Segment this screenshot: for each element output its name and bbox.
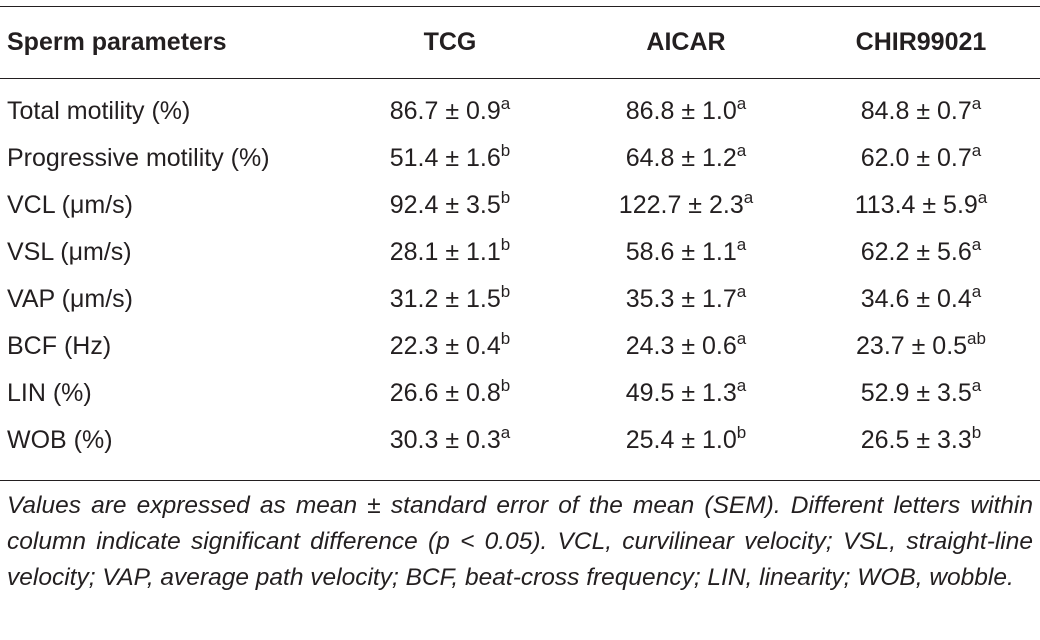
value-cell: 51.4 ± 1.6b [330,135,570,181]
mean-sem-value: 23.7 ± 0.5 [856,332,968,360]
value-cell: 62.2 ± 5.6a [802,229,1040,275]
parameter-cell: LIN (%) [7,379,92,407]
significance-letter: a [971,282,982,301]
mean-sem-value: 92.4 ± 3.5 [389,191,501,219]
significance-letter: a [977,188,988,207]
significance-letter: a [736,282,747,301]
value-cell: 86.7 ± 0.9a [330,88,570,134]
value-cell: 22.3 ± 0.4b [330,323,570,369]
table-row: BCF (Hz) 22.3 ± 0.4b 24.3 ± 0.6a 23.7 ± 0.5… [0,323,1040,369]
significance-letter: a [736,141,747,160]
header-parameter: Sperm parameters [7,28,227,56]
value-cell: 58.6 ± 1.1a [570,229,802,275]
value-cell: 122.7 ± 2.3a [570,182,802,228]
value-cell: 62.0 ± 0.7a [802,135,1040,181]
value-cell: 31.2 ± 1.5b [330,276,570,322]
table-row: WOB (%) 30.3 ± 0.3a 25.4 ± 1.0b 26.5 ± 3.3b [0,417,1040,463]
mean-sem-value: 26.5 ± 3.3 [860,426,972,454]
value-cell: 49.5 ± 1.3a [570,370,802,416]
significance-letter: a [971,141,982,160]
value-cell: 86.8 ± 1.0a [570,88,802,134]
top-rule [0,6,1040,7]
value-cell: 28.1 ± 1.1b [330,229,570,275]
header-chir99021: CHIR99021 [855,28,987,56]
header-rule [0,78,1040,79]
mean-sem-value: 26.6 ± 0.8 [389,379,501,407]
significance-letter: b [500,235,511,254]
table-row: VSL (μm/s) 28.1 ± 1.1b 58.6 ± 1.1a 62.2 ± 5… [0,229,1040,275]
table-row: LIN (%) 26.6 ± 0.8b 49.5 ± 1.3a 52.9 ± 3.5a [0,370,1040,416]
parameter-cell: BCF (Hz) [7,332,112,360]
mean-sem-value: 84.8 ± 0.7 [860,97,972,125]
mean-sem-value: 64.8 ± 1.2 [625,144,737,172]
mean-sem-value: 122.7 ± 2.3 [618,191,744,219]
value-cell: 30.3 ± 0.3a [330,417,570,463]
mean-sem-value: 52.9 ± 3.5 [860,379,972,407]
significance-letter: a [736,94,747,113]
value-cell: 24.3 ± 0.6a [570,323,802,369]
mean-sem-value: 22.3 ± 0.4 [389,332,501,360]
significance-letter: a [743,188,754,207]
value-cell: 26.5 ± 3.3b [802,417,1040,463]
significance-letter: a [736,235,747,254]
header-aicar: AICAR [646,28,726,56]
mean-sem-value: 30.3 ± 0.3 [389,426,501,454]
parameter-cell: WOB (%) [7,426,113,454]
mean-sem-value: 51.4 ± 1.6 [389,144,501,172]
table-footnote: Values are expressed as mean ± standard … [7,492,1033,591]
significance-letter: a [971,376,982,395]
mean-sem-value: 86.7 ± 0.9 [389,97,501,125]
mean-sem-value: 24.3 ± 0.6 [625,332,737,360]
table-row: Progressive motility (%) 51.4 ± 1.6b 64.8 … [0,135,1040,181]
mean-sem-value: 86.8 ± 1.0 [625,97,737,125]
mean-sem-value: 62.2 ± 5.6 [860,238,972,266]
value-cell: 113.4 ± 5.9a [802,182,1040,228]
significance-letter: b [500,329,511,348]
mean-sem-value: 28.1 ± 1.1 [389,238,501,266]
value-cell: 25.4 ± 1.0b [570,417,802,463]
mean-sem-value: 49.5 ± 1.3 [625,379,737,407]
mean-sem-value: 113.4 ± 5.9 [854,191,978,219]
parameter-cell: Progressive motility (%) [7,144,270,172]
table-row: VAP (μm/s) 31.2 ± 1.5b 35.3 ± 1.7a 34.6 ± 0… [0,276,1040,322]
significance-letter: a [736,376,747,395]
significance-letter: a [500,423,511,442]
significance-letter: b [500,141,511,160]
value-cell: 84.8 ± 0.7a [802,88,1040,134]
significance-letter: b [971,423,982,442]
table-row: VCL (μm/s) 92.4 ± 3.5b 122.7 ± 2.3a 113.4 ±… [0,182,1040,228]
header-tcg: TCG [423,28,477,56]
parameter-cell: VCL (μm/s) [7,191,133,219]
value-cell: 92.4 ± 3.5b [330,182,570,228]
table-row: Total motility (%) 86.7 ± 0.9a 86.8 ± 1.0a… [0,88,1040,134]
mean-sem-value: 25.4 ± 1.0 [625,426,737,454]
significance-letter: b [736,423,747,442]
significance-letter: a [736,329,747,348]
parameter-cell: VAP (μm/s) [7,285,133,313]
bottom-rule [0,480,1040,481]
significance-letter: ab [967,329,986,348]
significance-letter: b [500,188,511,207]
mean-sem-value: 35.3 ± 1.7 [625,285,737,313]
value-cell: 26.6 ± 0.8b [330,370,570,416]
value-cell: 52.9 ± 3.5a [802,370,1040,416]
mean-sem-value: 58.6 ± 1.1 [625,238,737,266]
significance-letter: b [500,282,511,301]
significance-letter: a [971,94,982,113]
parameter-cell: Total motility (%) [7,97,191,125]
mean-sem-value: 62.0 ± 0.7 [860,144,972,172]
significance-letter: a [971,235,982,254]
significance-letter: a [500,94,511,113]
value-cell: 34.6 ± 0.4a [802,276,1040,322]
value-cell: 64.8 ± 1.2a [570,135,802,181]
value-cell: 23.7 ± 0.5ab [802,323,1040,369]
mean-sem-value: 31.2 ± 1.5 [389,285,501,313]
mean-sem-value: 34.6 ± 0.4 [860,285,972,313]
value-cell: 35.3 ± 1.7a [570,276,802,322]
parameter-cell: VSL (μm/s) [7,238,132,266]
significance-letter: b [500,376,511,395]
